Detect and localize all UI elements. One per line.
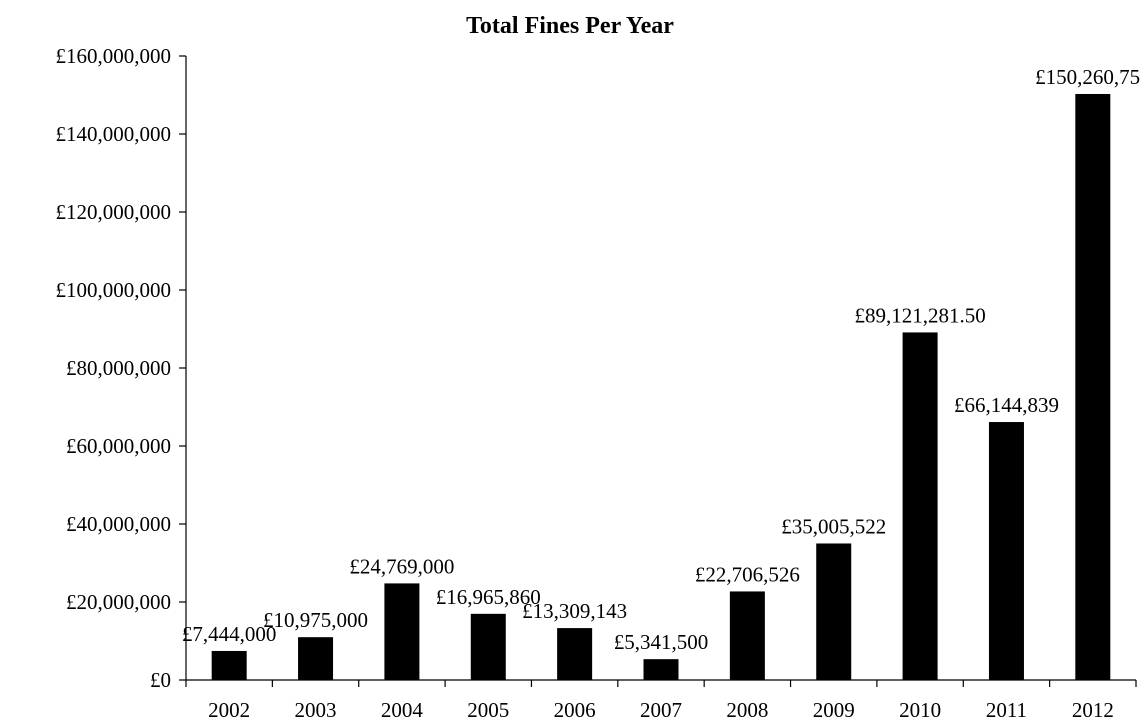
data-label-2003: £10,975,000 [263, 608, 368, 632]
bar-2011 [988, 422, 1024, 680]
bar-2007 [643, 659, 679, 680]
y-axis: £0 £20,000,000 £40,000,000 £60,000,000 £80,0… [56, 44, 187, 692]
x-tick-label: 2002 [208, 698, 250, 722]
bar-2002 [211, 650, 247, 680]
bar-2006 [557, 628, 593, 680]
bar-2005 [470, 613, 506, 680]
y-tick-label: £60,000,000 [66, 434, 171, 458]
data-label-2006: £13,309,143 [522, 599, 627, 623]
data-label-2002: £7,444,000 [182, 622, 277, 646]
bar-2010 [902, 332, 938, 680]
y-tick-label: £40,000,000 [66, 512, 171, 536]
bar-2012 [1075, 93, 1111, 681]
data-label-2004: £24,769,000 [349, 554, 454, 578]
y-tick-label: £160,000,000 [56, 44, 172, 68]
x-tick-label: 2003 [295, 698, 337, 722]
chart-title: Total Fines Per Year [466, 13, 674, 39]
x-tick-label: 2011 [986, 698, 1027, 722]
data-label-2010: £89,121,281.50 [854, 303, 985, 327]
data-label-2009: £35,005,522 [781, 514, 886, 538]
x-tick-label: 2004 [381, 698, 424, 722]
data-label-2008: £22,706,526 [695, 562, 800, 586]
x-tick-label: 2012 [1072, 698, 1114, 722]
x-tick-label: 2005 [467, 698, 509, 722]
x-tick-label: 2008 [726, 698, 768, 722]
bars [211, 93, 1111, 681]
data-label-2012: £150,260,756 [1035, 65, 1140, 89]
y-tick-label: £0 [150, 668, 171, 692]
data-label-2011: £66,144,839 [954, 393, 1059, 417]
bar-2003 [298, 637, 334, 680]
y-tick-label: £20,000,000 [66, 590, 171, 614]
data-label-2007: £5,341,500 [614, 630, 709, 654]
x-tick-label: 2010 [899, 698, 941, 722]
x-axis: 2002 2003 2004 2005 2006 2007 2008 2009 2010 2011… [185, 679, 1137, 722]
y-tick-label: £100,000,000 [56, 278, 172, 302]
x-tick-label: 2007 [640, 698, 682, 722]
bar-2009 [816, 543, 852, 680]
bar-2008 [729, 591, 765, 680]
y-tick-label: £140,000,000 [56, 122, 172, 146]
y-tick-label: £80,000,000 [66, 356, 171, 380]
x-tick-label: 2009 [813, 698, 855, 722]
x-tick-label: 2006 [554, 698, 596, 722]
data-labels: £7,444,000£10,975,000 £24,769,000 £16,965,… [182, 65, 1140, 654]
data-label-2005: £16,965,860 [436, 585, 541, 609]
y-tick-label: £120,000,000 [56, 200, 172, 224]
bar-2004 [384, 583, 420, 680]
